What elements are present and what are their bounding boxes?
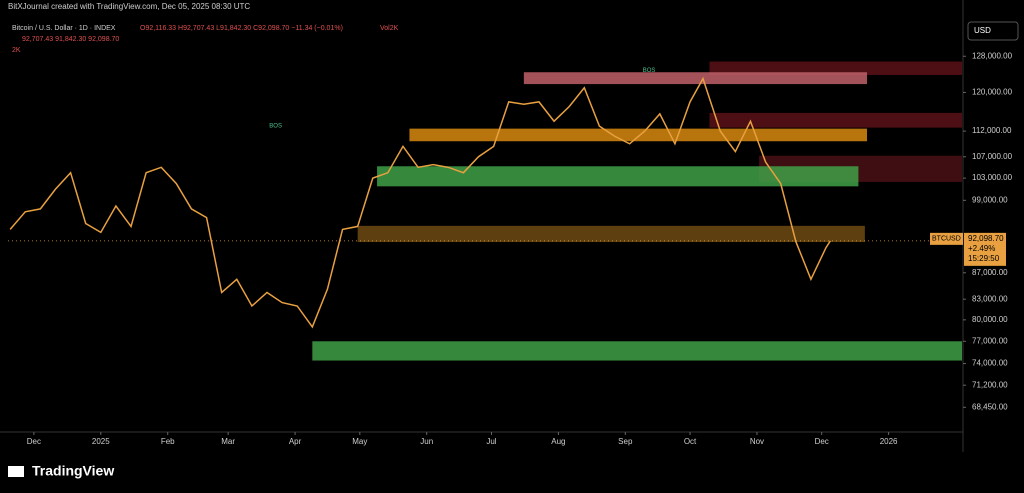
y-tick-label: 74,000.00 (972, 359, 1008, 368)
ohlc: O92,116.33 H92,707.43 L91,842.30 C92,098… (140, 25, 343, 32)
ohlc-row: 92,707.43 91,842.30 92,098.70 (22, 36, 119, 43)
y-tick-label: 120,000.00 (972, 88, 1013, 97)
brand: TradingView (32, 463, 114, 479)
zone (312, 341, 962, 361)
y-tick-label: 87,000.00 (972, 268, 1008, 277)
zone (377, 166, 859, 187)
zone (709, 112, 962, 128)
x-tick-label: Dec (27, 437, 41, 446)
countdown: 15:29:50 (968, 254, 1000, 263)
y-tick-label: 80,000.00 (972, 315, 1008, 324)
zone (709, 61, 962, 75)
x-tick-label: Apr (289, 437, 302, 446)
last-change: +2.49% (968, 244, 995, 253)
annotation: BOS (269, 124, 282, 130)
zone (357, 225, 865, 243)
y-tick-label: 83,000.00 (972, 294, 1008, 303)
y-tick-label: 112,000.00 (972, 126, 1012, 135)
last-price-box (964, 232, 1006, 266)
credit: BitXJournal created with TradingView.com… (8, 2, 250, 11)
last-name: BTCUSD (932, 236, 961, 243)
currency-button[interactable] (967, 21, 1019, 41)
last-price-tag (930, 232, 963, 245)
logo-icon (8, 466, 24, 477)
y-tick-label: 128,000.00 (972, 51, 1013, 60)
logo: TradingView (8, 463, 114, 479)
x-tick-label: 2026 (880, 437, 898, 446)
x-tick-label: 2025 (92, 437, 110, 446)
x-tick-label: Mar (221, 437, 235, 446)
last-price: 92,098.70 (968, 234, 1004, 243)
currency[interactable]: USD (974, 26, 991, 35)
y-tick-label: 107,000.00 (972, 152, 1013, 161)
x-tick-label: Dec (815, 437, 829, 446)
x-tick-label: Aug (551, 437, 565, 446)
zone (409, 128, 868, 142)
x-tick-label: Nov (750, 437, 764, 446)
x-tick-label: May (352, 437, 367, 446)
x-tick-label: Sep (618, 437, 633, 446)
y-tick-label: 77,000.00 (972, 336, 1008, 345)
y-tick-label: 71,200.00 (972, 380, 1008, 389)
volume-label: Vol2K (380, 25, 399, 32)
x-tick-label: Feb (161, 437, 175, 446)
y-tick-label: 99,000.00 (972, 195, 1008, 204)
symbol: Bitcoin / U.S. Dollar · 1D · INDEX (12, 25, 116, 32)
zone (523, 72, 868, 85)
x-tick-label: Oct (684, 437, 697, 446)
volume-row: 2K (12, 47, 21, 54)
y-tick-label: 103,000.00 (972, 173, 1013, 182)
x-tick-label: Jul (486, 437, 496, 446)
y-tick-label: 68,450.00 (972, 402, 1008, 411)
price-line (9, 76, 831, 329)
x-tick-label: Jun (420, 437, 433, 446)
annotation: BOS (643, 68, 656, 74)
